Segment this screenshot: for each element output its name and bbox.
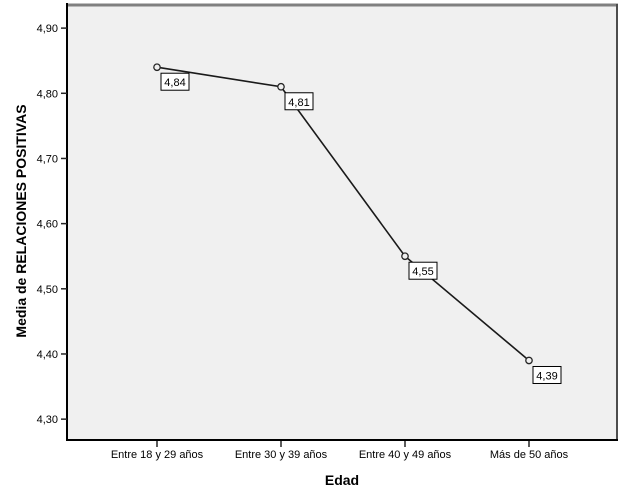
data-label-box (532, 365, 562, 384)
y-axis-title: Media de RELACIONES POSITIVAS (13, 104, 29, 338)
series-line (156, 66, 530, 362)
y-tick-label: 4,60 (37, 219, 58, 231)
x-tick-label: Más de 50 años (490, 449, 569, 461)
y-tick-label: 4,90 (37, 23, 58, 35)
x-tick-label: Entre 18 y 29 años (111, 449, 204, 461)
y-tick-label: 4,40 (37, 349, 58, 361)
x-tick-label: Entre 30 y 39 años (235, 449, 328, 461)
data-point-marker (153, 63, 161, 72)
data-label-text: 4,55 (412, 266, 433, 278)
y-tick-label: 4,80 (37, 88, 58, 100)
data-point-marker (277, 82, 285, 91)
data-label-text: 4,81 (288, 97, 309, 109)
data-label-box (160, 72, 190, 91)
x-tick-label: Entre 40 y 49 años (359, 449, 452, 461)
y-tick-label: 4,70 (37, 153, 58, 165)
plot-area (67, 4, 617, 440)
data-label-text: 4,39 (536, 370, 557, 382)
x-axis-title: Edad (324, 472, 360, 488)
y-tick-label: 4,50 (37, 284, 58, 296)
data-point-marker (525, 356, 533, 365)
data-label-box (408, 261, 438, 280)
y-tick-label: 4,30 (37, 414, 58, 426)
data-label-text: 4,84 (164, 77, 185, 89)
data-label-box (284, 92, 314, 111)
data-point-marker (401, 252, 409, 261)
